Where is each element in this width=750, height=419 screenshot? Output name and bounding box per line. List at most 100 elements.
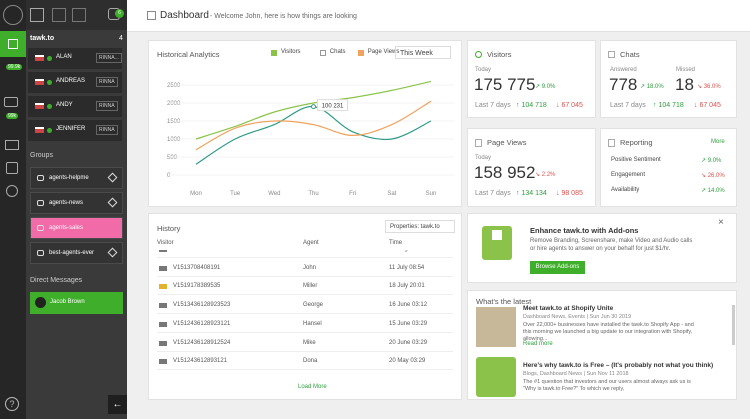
more-link[interactable]: More bbox=[711, 139, 725, 145]
flag bbox=[159, 321, 167, 327]
group-row[interactable]: agents-sales bbox=[30, 217, 123, 239]
legend-checkbox[interactable] bbox=[271, 50, 277, 56]
star bbox=[107, 172, 118, 183]
visitor-tag: RINNA bbox=[96, 101, 118, 111]
agent: George bbox=[303, 302, 324, 309]
icon bbox=[475, 51, 482, 58]
visitor-tag: RINNA bbox=[96, 125, 118, 135]
series-line bbox=[195, 105, 432, 165]
avatar[interactable] bbox=[3, 5, 23, 25]
addons-text: Remove Branding, Screenshare, make Video… bbox=[530, 238, 693, 252]
x-tick-label: Fri bbox=[349, 191, 356, 197]
x-tick-label: Sun bbox=[426, 191, 437, 197]
down-value: ↓ 67 045 bbox=[556, 102, 583, 109]
series-line bbox=[195, 100, 432, 151]
page-title: Dashboard bbox=[160, 10, 209, 21]
card-title: Historical Analytics bbox=[157, 50, 220, 59]
layers-tab[interactable] bbox=[30, 8, 44, 22]
time: 11 July 08:54 bbox=[389, 264, 425, 271]
card-title: History bbox=[157, 224, 181, 233]
dm-name: Jacob Brown bbox=[50, 299, 85, 305]
icon bbox=[608, 139, 615, 147]
chat-icon[interactable] bbox=[4, 97, 18, 107]
x-tick-label: Wed bbox=[268, 191, 280, 197]
notification-badge: 6 bbox=[115, 9, 124, 18]
close[interactable]: × bbox=[718, 217, 724, 228]
plus bbox=[492, 230, 502, 240]
dm-title: Direct Messages bbox=[30, 277, 83, 284]
icon bbox=[608, 51, 615, 58]
change: ↘ 36.0% bbox=[697, 84, 721, 90]
addon-box-icon bbox=[482, 226, 512, 260]
visitor-row[interactable]: JENNIFER RINNA bbox=[28, 120, 122, 141]
visitor-row[interactable]: ALAN RINNA... bbox=[28, 48, 122, 69]
x-tick-label: Thu bbox=[308, 191, 318, 197]
news-title: Meet tawk.to at Shopify Unite bbox=[523, 305, 614, 312]
group-icon bbox=[37, 225, 44, 231]
rail-badge: 99k bbox=[6, 113, 19, 119]
activity-tab[interactable] bbox=[52, 8, 66, 22]
column-header: Agent bbox=[303, 240, 319, 246]
period-select[interactable]: This Week bbox=[395, 46, 451, 59]
report-value: ↘ 26.0% bbox=[701, 173, 725, 179]
inbox-icon[interactable] bbox=[5, 140, 19, 150]
agent: Robert bbox=[303, 250, 321, 252]
home-button[interactable] bbox=[0, 31, 26, 57]
missed-value: 18 bbox=[675, 75, 694, 94]
status-dot bbox=[47, 104, 52, 109]
visitor-tag: RINNA bbox=[96, 77, 118, 87]
agent: Hansel bbox=[303, 320, 322, 327]
agent: Miller bbox=[303, 283, 318, 290]
property-select[interactable]: Properties: tawk.to bbox=[385, 220, 455, 233]
load-more[interactable]: Load More bbox=[298, 384, 327, 390]
up-value: ↑ 104 718 bbox=[653, 102, 684, 109]
help[interactable]: ? bbox=[5, 397, 19, 411]
group-row[interactable]: best-agents-ever bbox=[30, 242, 123, 264]
icon bbox=[475, 139, 482, 147]
x-tick-label: Tue bbox=[230, 191, 241, 197]
visitor-row[interactable]: ANDREAS RINNA bbox=[28, 72, 122, 93]
column-header: Visitor bbox=[157, 240, 174, 246]
visitor-tag: RINNA... bbox=[96, 53, 122, 63]
legend-checkbox[interactable] bbox=[319, 50, 326, 56]
column-header: Time bbox=[389, 240, 403, 246]
today-value: 158 952 bbox=[474, 163, 536, 182]
agent: Mike bbox=[303, 339, 316, 346]
rail-badge: 99.9k bbox=[6, 64, 23, 70]
settings-icon[interactable] bbox=[6, 185, 18, 197]
dm-row[interactable]: Jacob Brown bbox=[30, 292, 123, 314]
group-row[interactable]: agents-helpme bbox=[30, 167, 123, 189]
group-row[interactable]: agents-news bbox=[30, 192, 123, 214]
browse-button[interactable]: Browse Add-ons bbox=[530, 261, 585, 274]
group-name: best-agents-ever bbox=[49, 250, 95, 256]
scrollbar[interactable] bbox=[732, 305, 735, 345]
up-value: ↑ 134 134 bbox=[516, 190, 547, 197]
filter-tab[interactable] bbox=[72, 8, 86, 22]
y-tick-label: 1500 bbox=[167, 119, 181, 125]
legend-checkbox[interactable] bbox=[357, 50, 364, 56]
collapse-button[interactable]: ← bbox=[108, 395, 127, 414]
report-label: Positive Sentiment bbox=[611, 157, 661, 163]
y-tick-label: 500 bbox=[167, 155, 178, 161]
visitor-name: JENNIFER bbox=[56, 126, 86, 132]
answered-value: 778 bbox=[609, 75, 638, 94]
time: 20 June 03:29 bbox=[389, 339, 428, 346]
up-value: ↑ 104 718 bbox=[516, 102, 547, 109]
row-divider bbox=[157, 294, 453, 296]
x-tick-label: Mon bbox=[190, 191, 202, 197]
visitor-row[interactable]: ANDY RINNA bbox=[28, 96, 122, 117]
news-title: Here's why tawk.to is Free – (It's proba… bbox=[523, 362, 714, 369]
card-title: Reporting bbox=[620, 138, 653, 147]
tooltip-point bbox=[311, 104, 316, 110]
row-divider bbox=[157, 331, 453, 333]
legend-label: Page Views bbox=[367, 49, 400, 55]
y-tick-label: 2500 bbox=[167, 83, 181, 89]
read-more[interactable]: Read more bbox=[523, 341, 553, 347]
tooltip-label: 100 231 bbox=[322, 104, 344, 110]
box-icon[interactable] bbox=[6, 162, 18, 174]
news-image bbox=[476, 307, 516, 347]
report-value: ↗ 9.0% bbox=[701, 158, 722, 164]
status-dot bbox=[47, 80, 52, 85]
reporting-card: Reporting More Positive Sentiment ↗ 9.0% E… bbox=[600, 128, 737, 207]
news-image bbox=[476, 357, 516, 397]
